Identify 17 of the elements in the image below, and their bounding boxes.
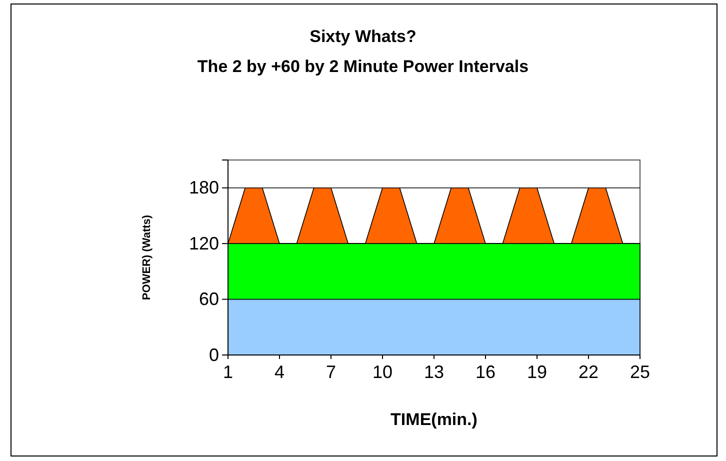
x-axis-title: TIME(min.) — [390, 410, 478, 429]
x-tick-label: 1 — [222, 362, 234, 382]
x-tick-label: 10 — [372, 362, 393, 382]
y-tick-label: 180 — [188, 178, 219, 198]
x-tick-label: 22 — [578, 362, 599, 382]
x-tick-label: 4 — [274, 362, 285, 382]
x-tick-label: 16 — [475, 362, 496, 382]
chart-title: Sixty Whats? — [310, 27, 416, 46]
x-tick-label: 7 — [326, 362, 336, 382]
x-tick-label: 13 — [424, 362, 444, 382]
chart-subtitle: The 2 by +60 by 2 Minute Power Intervals — [197, 57, 529, 76]
y-tick-label: 120 — [188, 233, 219, 254]
y-tick-label: 0 — [208, 344, 219, 365]
y-tick-label: 60 — [198, 289, 219, 310]
x-tick-label: 25 — [630, 362, 650, 382]
y-axis-title: POWER) (Watts) — [141, 214, 153, 300]
x-tick-label: 19 — [526, 362, 548, 382]
